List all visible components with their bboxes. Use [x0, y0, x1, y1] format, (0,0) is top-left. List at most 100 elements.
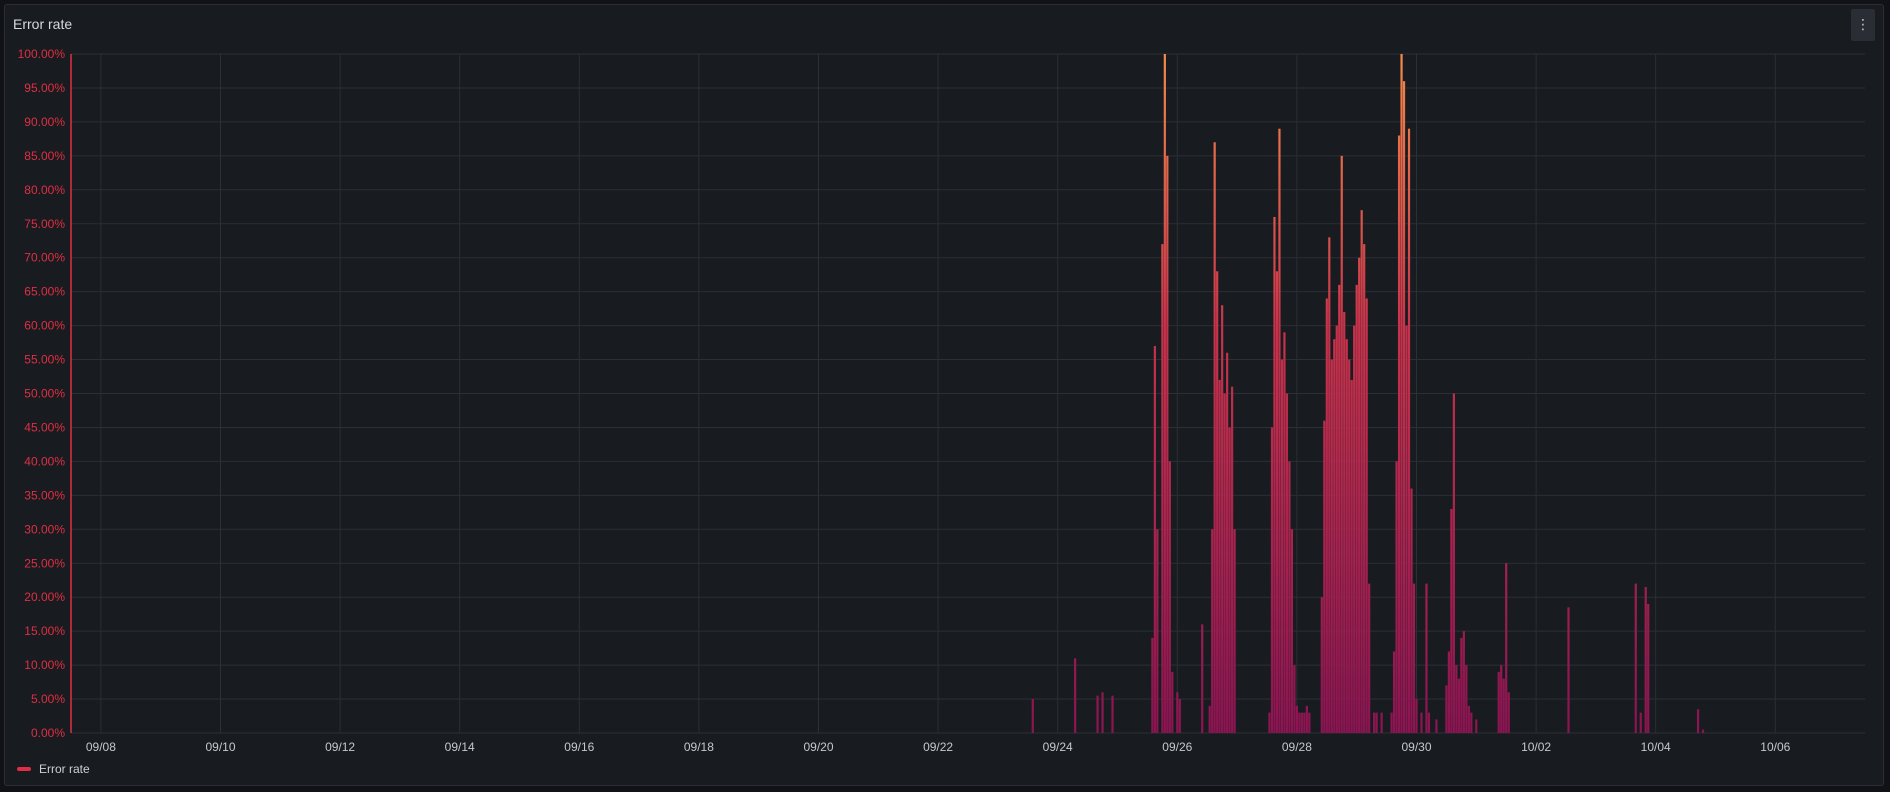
x-tick-label: 09/16: [564, 740, 594, 754]
error-rate-bar: [1221, 305, 1224, 733]
error-rate-bar: [1273, 216, 1276, 733]
error-rate-bar: [1420, 712, 1423, 733]
error-rate-bar: [1505, 563, 1508, 733]
x-tick-label: 10/02: [1521, 740, 1551, 754]
error-rate-bar: [1218, 379, 1221, 733]
error-rate-bar: [1407, 128, 1411, 733]
error-rate-bar: [1223, 393, 1226, 733]
error-rate-bar: [1507, 692, 1510, 733]
error-rate-bar: [1161, 244, 1164, 733]
error-rate-bar: [1231, 386, 1234, 733]
error-rate-bar: [1701, 729, 1705, 733]
error-rate-bar: [1168, 461, 1171, 733]
error-rate-bar: [1435, 719, 1438, 733]
error-rate-bar: [1325, 298, 1328, 733]
error-rate-bar: [1268, 712, 1271, 733]
error-rate-bar: [1216, 271, 1219, 733]
error-rate-bar: [1163, 54, 1166, 733]
x-tick-label: 09/26: [1162, 740, 1192, 754]
error-rate-bar: [1280, 359, 1284, 733]
error-rate-bar: [1101, 692, 1104, 733]
error-rate-bar: [1696, 709, 1700, 733]
error-rate-bar: [1178, 699, 1181, 733]
error-rate-bar: [1153, 345, 1156, 733]
error-rate-bar: [1445, 685, 1448, 733]
y-tick-label: 55.00%: [24, 353, 65, 367]
error-rate-bar: [1295, 705, 1298, 733]
y-tick-label: 25.00%: [24, 556, 65, 570]
error-rate-bar: [1405, 325, 1408, 733]
error-rate-bar: [1226, 352, 1229, 733]
error-rate-bar: [1208, 705, 1211, 733]
error-rate-bar: [1335, 325, 1338, 733]
error-rate-bar: [1096, 695, 1099, 733]
error-rate-bar: [1345, 339, 1348, 733]
x-tick-label: 09/30: [1401, 740, 1431, 754]
error-rate-bar: [1470, 712, 1473, 733]
error-rate-bar: [1283, 332, 1286, 733]
error-rate-bar: [1211, 529, 1214, 733]
y-tick-label: 30.00%: [24, 522, 65, 536]
error-rate-bar: [1151, 637, 1154, 733]
x-tick-label: 09/22: [923, 740, 953, 754]
y-tick-label: 90.00%: [24, 115, 65, 129]
error-rate-bar: [1360, 210, 1363, 734]
error-rate-bar: [1567, 607, 1570, 733]
y-tick-label: 85.00%: [24, 149, 65, 163]
y-tick-label: 35.00%: [24, 488, 65, 502]
x-tick-label: 09/18: [684, 740, 714, 754]
error-rate-bar: [1358, 257, 1361, 733]
error-rate-bar: [1639, 712, 1642, 733]
error-rate-bar: [1427, 712, 1431, 733]
error-rate-bar: [1397, 135, 1401, 734]
error-rate-bar: [1465, 665, 1468, 733]
error-rate-bar: [1111, 695, 1114, 733]
error-rate-bar: [1392, 651, 1396, 733]
error-rate-bar: [1647, 603, 1650, 733]
y-tick-label: 10.00%: [24, 658, 65, 672]
error-rate-bar: [1343, 312, 1346, 733]
error-rate-bar: [1415, 699, 1418, 733]
error-rate-bar: [1350, 379, 1353, 733]
error-rate-bar: [1425, 583, 1428, 733]
error-rate-bar: [1400, 54, 1403, 733]
x-tick-label: 09/14: [445, 740, 475, 754]
legend-item-error-rate[interactable]: Error rate: [17, 762, 90, 776]
x-tick-label: 09/10: [205, 740, 235, 754]
y-tick-label: 80.00%: [24, 183, 65, 197]
error-rate-bar: [1278, 128, 1281, 733]
error-rate-bar: [1330, 359, 1333, 733]
error-rate-bar: [1176, 692, 1179, 733]
error-rate-bar: [1644, 587, 1647, 733]
error-rate-bar: [1462, 631, 1465, 733]
error-rate-bar: [1320, 597, 1323, 733]
error-rate-bar: [1365, 298, 1368, 733]
y-tick-label: 20.00%: [24, 590, 65, 604]
y-tick-label: 50.00%: [24, 387, 65, 401]
error-rate-bar: [1348, 359, 1351, 733]
error-rate-bar: [1497, 671, 1500, 733]
y-tick-label: 75.00%: [24, 217, 65, 231]
error-rate-bar: [1457, 678, 1460, 733]
error-rate-bar: [1303, 712, 1306, 733]
error-rate-bar: [1412, 583, 1416, 733]
error-rate-bar: [1390, 712, 1393, 733]
error-rate-bar: [1275, 271, 1279, 733]
error-rate-bar: [1634, 583, 1637, 733]
y-tick-label: 45.00%: [24, 420, 65, 434]
panel-menu-button[interactable]: ⋮: [1851, 9, 1875, 41]
error-rate-bar: [1355, 284, 1358, 733]
legend-swatch: [17, 767, 31, 771]
error-rate-bar: [1410, 488, 1413, 733]
error-rate-bar: [1395, 461, 1398, 733]
error-rate-bar: [1502, 678, 1505, 733]
error-rate-bar: [1338, 284, 1341, 733]
error-rate-panel: Error rate ⋮ 0.00% 5.00% 10.00% 15.00% 20.00…: [4, 4, 1884, 786]
error-rate-bar: [1228, 427, 1231, 733]
error-rate-bar: [1031, 699, 1034, 733]
error-rate-bar: [1233, 529, 1236, 733]
x-tick-label: 10/04: [1641, 740, 1671, 754]
error-rate-chart: 0.00% 5.00% 10.00% 15.00% 20.00% 25.00% 30.00%…: [18, 47, 1865, 754]
x-tick-label: 10/06: [1760, 740, 1790, 754]
y-tick-label: 40.00%: [24, 454, 65, 468]
